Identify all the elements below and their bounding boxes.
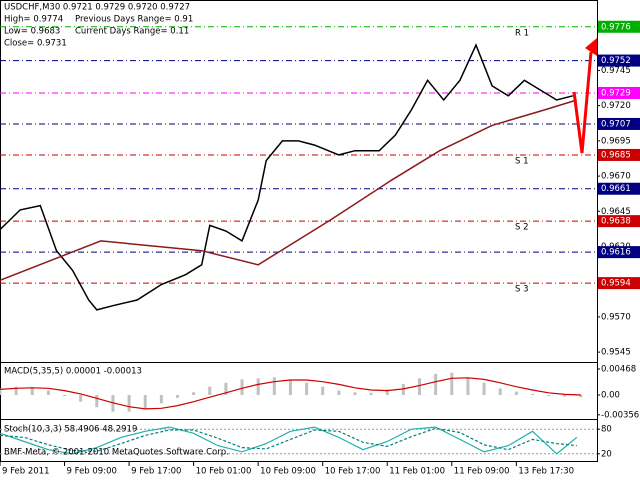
y-tick-label: 0.9745 xyxy=(601,66,631,76)
histogram-bar xyxy=(14,386,18,395)
info: Low= 0.9683 xyxy=(4,27,60,37)
histogram-bar xyxy=(30,387,34,395)
series-line xyxy=(0,426,578,455)
level-label-bg xyxy=(598,182,640,195)
histogram-bar xyxy=(208,386,212,395)
histogram-bar xyxy=(46,390,50,395)
histogram-bar xyxy=(63,395,67,397)
level-label-bg xyxy=(598,20,640,33)
histogram-bar xyxy=(224,382,228,395)
histogram-bar xyxy=(95,395,99,408)
x-tick-label: 9 Feb 17:00 xyxy=(131,467,181,477)
histogram-bar xyxy=(288,379,292,395)
y-tick-label: 0.00 xyxy=(601,391,620,401)
y-tick-label: 0.9570 xyxy=(601,312,631,322)
level-label: 0.9776 xyxy=(601,22,631,32)
x-tick-label: 9 Feb 09:00 xyxy=(67,467,117,477)
info: Current Days Range= 0.11 xyxy=(75,27,189,37)
histogram-bar xyxy=(175,395,179,398)
plot-frame xyxy=(0,0,598,462)
histogram-bar xyxy=(369,392,373,395)
x-tick-label: 10 Feb 01:00 xyxy=(196,467,252,477)
histogram-bar xyxy=(192,392,196,395)
level-label: 0.9638 xyxy=(601,217,631,227)
y-tick-label: 0.9545 xyxy=(601,348,631,358)
level-label: 0.9729 xyxy=(601,88,631,98)
panel-title: Stoch(10,3,3) 58.4906 48.2919 xyxy=(4,425,137,435)
histogram-bar xyxy=(79,395,83,402)
level-label-bg xyxy=(598,117,640,130)
histogram-bar xyxy=(305,382,309,395)
y-tick-label: 0.9645 xyxy=(601,207,631,217)
level-label: 0.9661 xyxy=(601,184,631,194)
y-tick-label: 0.9670 xyxy=(601,172,631,182)
info: High= 0.9774 xyxy=(4,15,63,25)
series-line xyxy=(0,427,577,452)
histogram-bar xyxy=(127,395,131,412)
x-tick-label: 10 Feb 17:00 xyxy=(325,467,381,477)
histogram-bar xyxy=(159,395,163,404)
x-tick-label: 11 Feb 09:00 xyxy=(454,467,510,477)
level-label-bg xyxy=(598,215,640,228)
level-label-bg xyxy=(598,86,640,99)
copyright: BMF-Meta, © 2001-2010 MetaQuotes Softwar… xyxy=(4,448,229,458)
info: Close= 0.9731 xyxy=(4,39,67,49)
histogram-bar xyxy=(256,378,260,395)
arrow-head xyxy=(585,38,597,56)
histogram-bar xyxy=(563,395,567,397)
level-annotation: R 1 xyxy=(515,28,529,38)
histogram-bar xyxy=(0,388,2,395)
y-tick-label: 0.9695 xyxy=(601,136,631,146)
histogram-bar xyxy=(240,379,244,395)
histogram-bar xyxy=(514,391,518,395)
histogram-bar xyxy=(579,395,583,398)
chart-title: USDCHF,M30 0.9721 0.9729 0.9720 0.9727 xyxy=(4,3,190,13)
level-label: 0.9594 xyxy=(601,279,631,289)
level-label-bg xyxy=(598,246,640,259)
x-tick-label: 11 Feb 01:00 xyxy=(389,467,445,477)
histogram-bar xyxy=(272,377,276,395)
panel-title: MACD(5,35,5) 0.00001 -0.00013 xyxy=(4,367,142,377)
level-label: 0.9616 xyxy=(601,248,631,258)
histogram-bar xyxy=(434,373,438,395)
y-tick-label: 0.00468 xyxy=(601,365,636,375)
y-tick-label: 0.9720 xyxy=(601,101,631,111)
histogram-bar xyxy=(353,392,357,395)
level-label: 0.9752 xyxy=(601,56,631,66)
level-annotation: S 3 xyxy=(515,285,529,295)
x-tick-label: 9 Feb 2011 xyxy=(2,467,50,477)
histogram-bar xyxy=(547,395,551,397)
x-tick-label: 13 Feb 17:30 xyxy=(518,467,574,477)
y-tick-label: -0.00356 xyxy=(601,410,639,420)
histogram-bar xyxy=(143,395,147,409)
level-label: 0.9707 xyxy=(601,119,631,129)
y-tick-label: 80 xyxy=(601,425,612,435)
histogram-bar xyxy=(482,382,486,395)
level-label-bg xyxy=(598,277,640,290)
info: Previous Days Range= 0.91 xyxy=(75,15,193,25)
series-line xyxy=(0,99,578,281)
level-label: 0.9685 xyxy=(601,150,631,160)
level-annotation: S 2 xyxy=(515,223,529,233)
histogram-bar xyxy=(321,386,325,395)
series-line xyxy=(0,43,573,311)
level-label-bg xyxy=(598,148,640,161)
histogram-bar xyxy=(418,378,422,395)
series-line xyxy=(0,377,581,410)
histogram-bar xyxy=(337,390,341,395)
marks xyxy=(0,26,597,455)
level-label-bg xyxy=(598,54,640,67)
histogram-bar xyxy=(530,393,534,395)
histogram-bar xyxy=(450,372,454,395)
histogram-bar xyxy=(466,378,470,395)
histogram-bar xyxy=(385,389,389,395)
x-tick-label: 10 Feb 09:00 xyxy=(260,467,316,477)
level-annotation: S 1 xyxy=(515,156,529,166)
histogram-bar xyxy=(498,388,502,395)
forecast-arrow xyxy=(572,51,593,154)
y-tick-label: 20 xyxy=(601,449,612,459)
